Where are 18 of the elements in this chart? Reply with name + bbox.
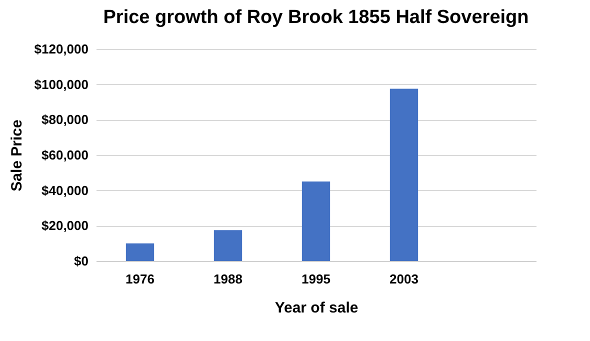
y-tick-label: $0 bbox=[74, 254, 88, 268]
y-tick-label: $20,000 bbox=[42, 218, 88, 234]
y-axis-title: Sale Price bbox=[8, 120, 26, 192]
x-tick-label: 1976 bbox=[126, 272, 154, 286]
y-tick-label: $80,000 bbox=[42, 112, 88, 128]
y-tick-label: $100,000 bbox=[34, 76, 88, 92]
x-tick-label: 1995 bbox=[302, 272, 330, 286]
bar bbox=[214, 230, 242, 261]
chart-title: Price growth of Roy Brook 1855 Half Sovereign bbox=[103, 7, 529, 28]
y-tick-label: $40,000 bbox=[42, 182, 88, 198]
x-tick-label: 2003 bbox=[390, 272, 418, 286]
bar bbox=[390, 88, 418, 261]
x-axis-title: Year of sale bbox=[274, 300, 358, 316]
y-tick-label: $60,000 bbox=[42, 148, 88, 162]
y-tick-label: $120,000 bbox=[34, 42, 88, 56]
bar bbox=[302, 182, 330, 261]
bar bbox=[126, 243, 154, 261]
x-tick-label: 1988 bbox=[214, 272, 242, 286]
